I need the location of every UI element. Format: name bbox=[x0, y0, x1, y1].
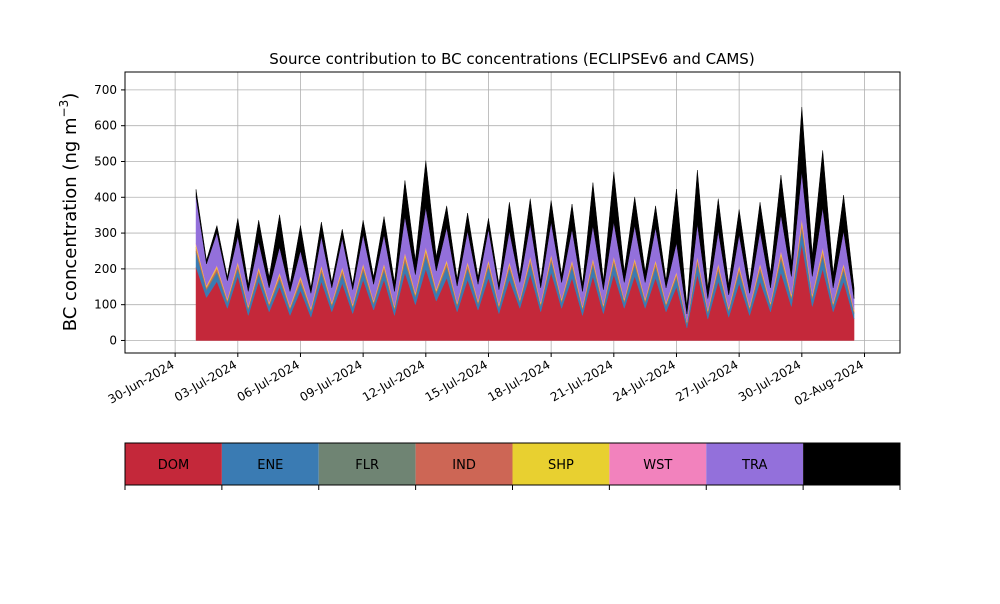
y-axis-label-superscript: −3 bbox=[57, 100, 71, 118]
colorbar-segment-ene bbox=[221, 443, 319, 485]
y-tick-label: 700 bbox=[94, 83, 117, 97]
colorbar-label: TRA bbox=[741, 458, 767, 473]
y-tick-label: 400 bbox=[94, 190, 117, 204]
chart-title: Source contribution to BC concentrations… bbox=[269, 50, 754, 68]
colorbar-legend: DOM ENE FLR IND SHP WST TRA BB bbox=[124, 442, 901, 490]
x-tick-label: 24-Jul-2024 bbox=[611, 357, 678, 404]
x-tick-label: 15-Jul-2024 bbox=[423, 357, 490, 404]
plot-frame bbox=[124, 71, 901, 354]
y-tick-label: 500 bbox=[94, 154, 117, 168]
colorbar-segment-wst bbox=[609, 443, 707, 485]
y-tick-label: 600 bbox=[94, 119, 117, 133]
colorbar-label: ENE bbox=[257, 458, 283, 473]
x-tick-label: 09-Jul-2024 bbox=[297, 357, 364, 404]
colorbar-label: SHP bbox=[548, 458, 574, 473]
x-tick-label: 30-Jun-2024 bbox=[106, 357, 177, 406]
colorbar-label: FLR bbox=[355, 458, 379, 473]
x-tick-label: 21-Jul-2024 bbox=[548, 357, 615, 404]
colorbar-label: IND bbox=[452, 458, 476, 473]
y-tick-label: 0 bbox=[109, 333, 117, 347]
colorbar-label: BB bbox=[843, 458, 861, 473]
x-tick-label: 12-Jul-2024 bbox=[360, 357, 427, 404]
colorbar-segment-shp bbox=[512, 443, 610, 485]
y-axis-ticks: 0 100 200 300 400 500 600 700 bbox=[94, 83, 125, 347]
x-tick-label: 03-Jul-2024 bbox=[172, 357, 239, 404]
x-tick-label: 06-Jul-2024 bbox=[235, 357, 302, 404]
area-series bbox=[195, 107, 855, 341]
y-axis-label-suffix: ) bbox=[60, 93, 81, 100]
y-tick-label: 200 bbox=[94, 262, 117, 276]
area-bb bbox=[195, 107, 855, 315]
colorbar-segment-ind bbox=[415, 443, 513, 485]
y-axis-label-main: BC concentration (ng m bbox=[60, 117, 81, 331]
colorbar-segment-flr bbox=[318, 443, 416, 485]
x-tick-label: 18-Jul-2024 bbox=[485, 357, 552, 404]
colorbar-label: WST bbox=[643, 458, 672, 473]
y-tick-label: 100 bbox=[94, 298, 117, 312]
x-tick-label: 02-Aug-2024 bbox=[792, 357, 866, 408]
colorbar-segment-dom bbox=[125, 443, 222, 485]
x-tick-label: 27-Jul-2024 bbox=[673, 357, 740, 404]
colorbar-label: DOM bbox=[158, 458, 189, 473]
colorbar-segment-bb bbox=[803, 443, 900, 485]
x-axis-ticks: 30-Jun-202403-Jul-202406-Jul-202409-Jul-… bbox=[106, 353, 866, 408]
y-tick-label: 300 bbox=[94, 226, 117, 240]
colorbar-segment-tra bbox=[706, 443, 804, 485]
y-axis-label: BC concentration (ng m−3) bbox=[57, 93, 81, 332]
